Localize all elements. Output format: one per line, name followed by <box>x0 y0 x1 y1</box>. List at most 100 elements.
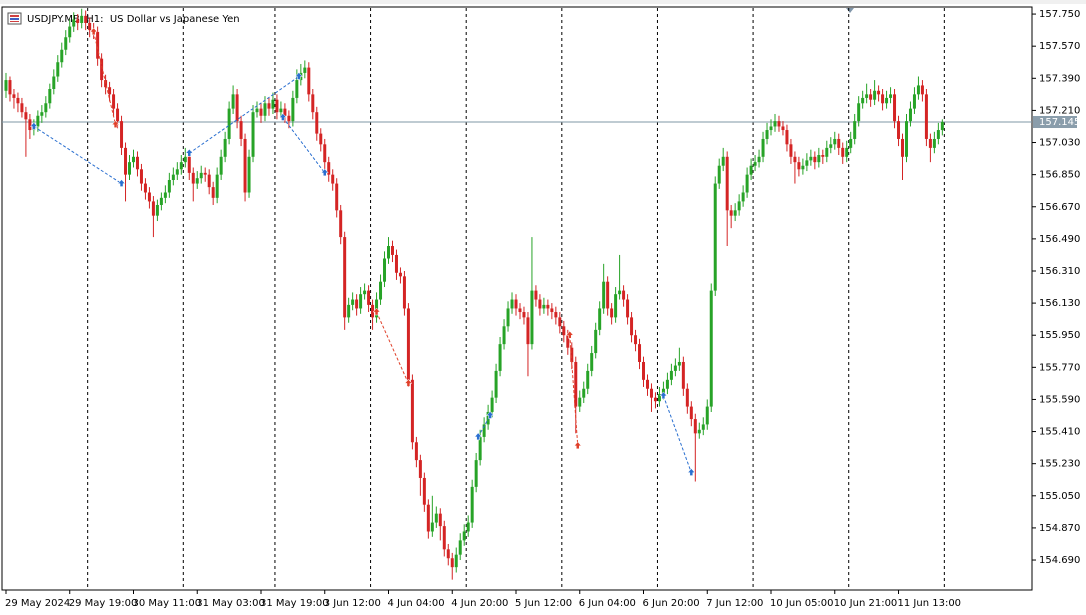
candle-body <box>143 183 147 193</box>
candle-body <box>175 169 179 175</box>
candle-body <box>40 112 44 116</box>
candle-body <box>275 99 279 113</box>
y-tick-label: 156.490 <box>1039 234 1080 245</box>
candle-body <box>494 370 498 398</box>
chart-title: USDJPY.MB, H1: US Dollar vs Japanese Yen <box>27 14 240 25</box>
candle-body <box>20 103 24 113</box>
candle-body <box>681 361 685 389</box>
x-tick-label: 29 May 19:00 <box>69 598 138 609</box>
toolbar-strip <box>0 0 1086 4</box>
candle-body <box>251 112 255 157</box>
candle-body <box>203 172 207 175</box>
candle-body <box>649 388 653 398</box>
candle-body <box>514 299 518 309</box>
candle-body <box>155 204 159 216</box>
candle-body <box>398 272 402 277</box>
candle-body <box>124 147 128 175</box>
candle-body <box>645 379 649 389</box>
candle-body <box>219 156 223 175</box>
trade-arrow <box>320 168 329 177</box>
candle-body <box>139 169 143 184</box>
trade-link <box>477 415 491 438</box>
candle-body <box>526 317 530 345</box>
y-tick-label: 154.690 <box>1039 555 1080 566</box>
icon-bar <box>10 21 19 22</box>
candle-body <box>239 121 243 139</box>
candle-body <box>227 108 231 139</box>
candle-body <box>223 138 227 157</box>
y-tick-label: 156.310 <box>1039 266 1080 277</box>
candle-body <box>490 397 494 412</box>
y-tick-label: 155.410 <box>1039 427 1080 438</box>
candle-body <box>112 94 116 109</box>
candle-body <box>48 89 52 104</box>
candle-body <box>211 187 215 198</box>
candle-body <box>582 388 586 398</box>
candle-body <box>873 90 877 100</box>
candle-body <box>207 174 211 188</box>
candle-body <box>131 156 135 163</box>
candle-body <box>339 210 343 238</box>
candle-body <box>199 172 203 179</box>
candle-body <box>749 165 753 175</box>
candle-body <box>889 94 893 98</box>
candle-body <box>741 192 745 202</box>
candle-body <box>56 62 60 77</box>
candle-body <box>829 144 833 148</box>
candle-body <box>422 477 426 505</box>
candle-body <box>379 281 383 300</box>
candle-body <box>717 165 721 184</box>
candle-body <box>550 308 554 313</box>
candle-body <box>562 326 566 336</box>
candle-body <box>940 122 944 131</box>
trade-arrow <box>573 441 582 450</box>
candle-body <box>809 156 813 161</box>
candle-body <box>669 370 673 380</box>
candle-body <box>430 522 434 532</box>
trade-link <box>376 311 409 384</box>
candle-body <box>857 103 861 122</box>
candle-body <box>458 540 462 555</box>
candle-body <box>271 99 275 109</box>
candle-body <box>510 299 514 309</box>
candle-body <box>44 103 48 113</box>
candle-body <box>936 130 940 139</box>
candle-body <box>363 290 367 295</box>
candle-body <box>932 138 936 148</box>
candle-body <box>785 130 789 145</box>
candle-body <box>761 138 765 157</box>
candle-body <box>231 94 235 109</box>
candle-body <box>179 162 183 170</box>
candle-body <box>634 335 638 345</box>
candle-body <box>869 94 873 100</box>
candle-body <box>84 15 88 23</box>
candle-body <box>813 156 817 163</box>
candle-body <box>928 138 932 148</box>
last-price-label: 157.145 <box>1039 117 1080 128</box>
trade-link <box>93 31 117 125</box>
candle-body <box>135 156 139 170</box>
candle-body <box>689 406 693 420</box>
candle-body <box>801 165 805 170</box>
candle-body <box>72 19 76 27</box>
candle-body <box>618 290 622 295</box>
candle-body <box>478 436 482 461</box>
trade-arrow <box>486 411 495 419</box>
candle-body <box>323 144 327 163</box>
trade-link <box>282 117 326 174</box>
candle-body <box>167 179 171 193</box>
y-tick-label: 155.590 <box>1039 394 1080 405</box>
y-tick-label: 157.750 <box>1039 9 1080 20</box>
candle-body <box>745 174 749 193</box>
candle-body <box>410 379 414 443</box>
candle-body <box>235 94 239 122</box>
x-tick-label: 31 May 03:00 <box>196 598 265 609</box>
candle-body <box>542 304 546 309</box>
candle-body <box>574 361 578 407</box>
candle-body <box>171 174 175 180</box>
x-tick-label: 5 Jun 12:00 <box>515 598 572 609</box>
candle-body <box>331 174 335 184</box>
candle-body <box>371 304 375 318</box>
